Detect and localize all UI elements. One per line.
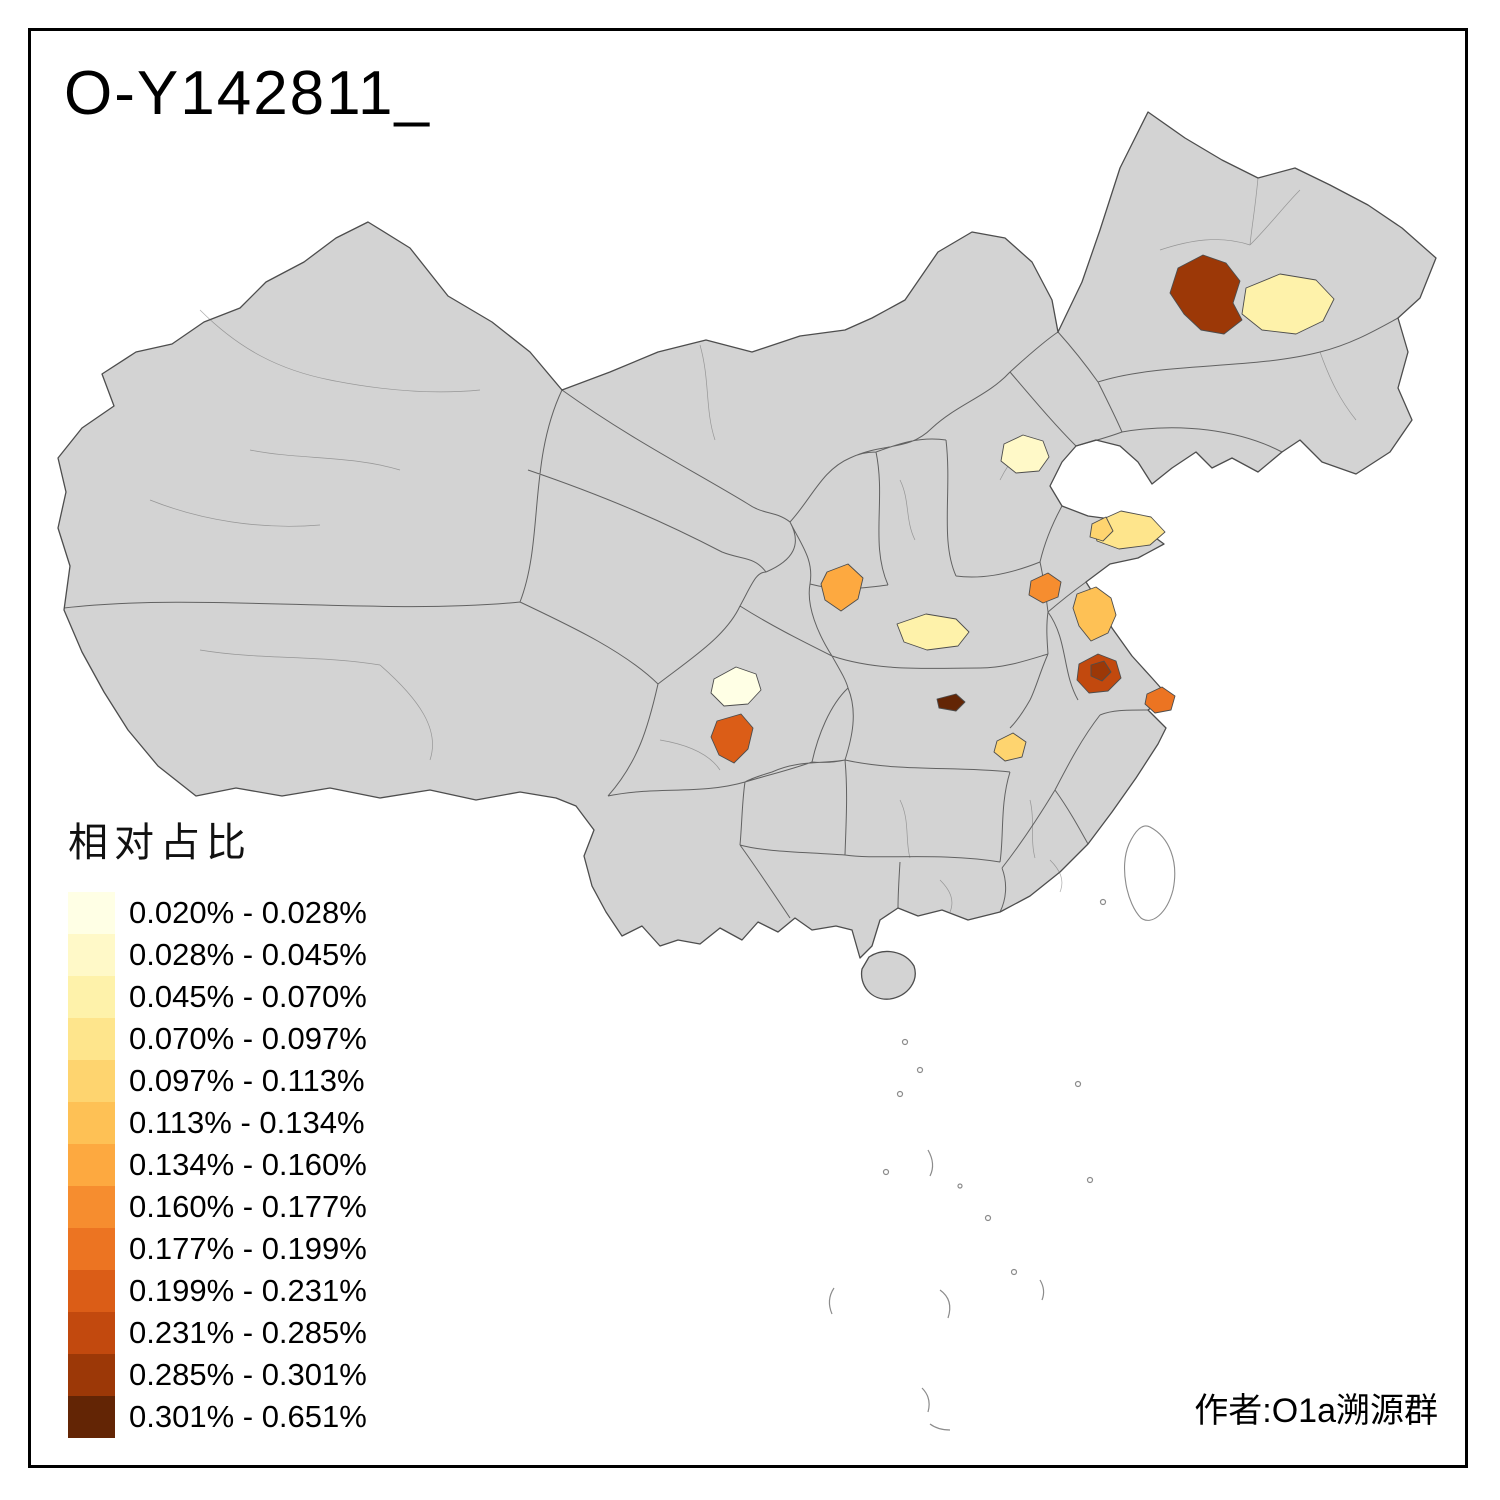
- legend-label: 0.134% - 0.160%: [129, 1147, 367, 1182]
- legend-label: 0.045% - 0.070%: [129, 979, 367, 1014]
- legend-label: 0.301% - 0.651%: [129, 1399, 367, 1434]
- legend-swatch: [68, 1102, 115, 1144]
- legend-item: 0.177% - 0.199%: [68, 1228, 367, 1270]
- choropleth-regions: [710, 254, 1335, 764]
- map-region-shandong-gold: [1089, 516, 1114, 542]
- prefecture-boundaries: [149, 177, 1357, 913]
- map-region-nanjing-darker-core: [1090, 660, 1112, 682]
- legend-swatch: [68, 976, 115, 1018]
- legend-item: 0.097% - 0.113%: [68, 1060, 367, 1102]
- legend-item: 0.113% - 0.134%: [68, 1102, 367, 1144]
- map-region-chengdu-cream: [710, 666, 762, 707]
- legend-item: 0.134% - 0.160%: [68, 1144, 367, 1186]
- legend-swatch: [68, 1060, 115, 1102]
- legend-label: 0.285% - 0.301%: [129, 1357, 367, 1392]
- legend-item: 0.070% - 0.097%: [68, 1018, 367, 1060]
- legend-swatch: [68, 892, 115, 934]
- legend-swatch: [68, 1186, 115, 1228]
- legend-label: 0.097% - 0.113%: [129, 1063, 365, 1098]
- legend-swatch: [68, 1228, 115, 1270]
- hainan-island: [860, 950, 916, 1000]
- map-region-shandong-pale: [1091, 510, 1166, 550]
- legend-label: 0.177% - 0.199%: [129, 1231, 367, 1266]
- legend-swatch: [68, 1270, 115, 1312]
- legend-label: 0.113% - 0.134%: [129, 1105, 365, 1140]
- legend-item: 0.020% - 0.028%: [68, 892, 367, 934]
- south-china-sea-islands: [828, 898, 1107, 1431]
- map-region-north-beijing-cream: [1000, 434, 1050, 474]
- legend-label: 0.160% - 0.177%: [129, 1189, 367, 1224]
- map-region-wuhan-dark-brown: [936, 693, 966, 712]
- legend-item: 0.045% - 0.070%: [68, 976, 367, 1018]
- map-region-northeast-dark: [1169, 254, 1243, 335]
- legend-swatch: [68, 1396, 115, 1438]
- plot-title: O-Y142811_: [64, 59, 431, 128]
- map-region-liangshan-orange-red: [710, 713, 754, 764]
- map-region-central-gold-small: [993, 732, 1027, 762]
- legend-label: 0.070% - 0.097%: [129, 1021, 367, 1056]
- legend-title: 相对占比: [68, 821, 252, 865]
- map-region-northeast-pale-yellow: [1241, 273, 1335, 335]
- legend-label: 0.028% - 0.045%: [129, 937, 367, 972]
- legend-item: 0.301% - 0.651%: [68, 1396, 367, 1438]
- legend-label: 0.199% - 0.231%: [129, 1273, 367, 1308]
- map-region-shanghai-orange-red: [1144, 686, 1176, 714]
- legend-item: 0.285% - 0.301%: [68, 1354, 367, 1396]
- legend-item: 0.231% - 0.285%: [68, 1312, 367, 1354]
- attribution: 作者:O1a溯源群: [1194, 1392, 1438, 1430]
- legend-swatch: [68, 1312, 115, 1354]
- taiwan-island: [1123, 825, 1176, 921]
- map-region-jiangsu-orange: [1028, 572, 1062, 604]
- legend: 相对占比 0.020% - 0.028% 0.028% - 0.045% 0.0…: [68, 810, 367, 1438]
- legend-swatch: [68, 1354, 115, 1396]
- legend-item: 0.028% - 0.045%: [68, 934, 367, 976]
- map-region-jiangsu-gold: [1072, 586, 1117, 642]
- legend-swatch: [68, 1018, 115, 1060]
- map-region-nw-hubei-pale: [896, 613, 970, 651]
- legend-swatch: [68, 934, 115, 976]
- map-region-shaanxi-orange: [820, 563, 864, 612]
- legend-label: 0.020% - 0.028%: [129, 895, 367, 930]
- mainland-outline: [57, 111, 1437, 959]
- legend-label: 0.231% - 0.285%: [129, 1315, 367, 1350]
- legend-item: 0.199% - 0.231%: [68, 1270, 367, 1312]
- legend-swatch: [68, 1144, 115, 1186]
- legend-item: 0.160% - 0.177%: [68, 1186, 367, 1228]
